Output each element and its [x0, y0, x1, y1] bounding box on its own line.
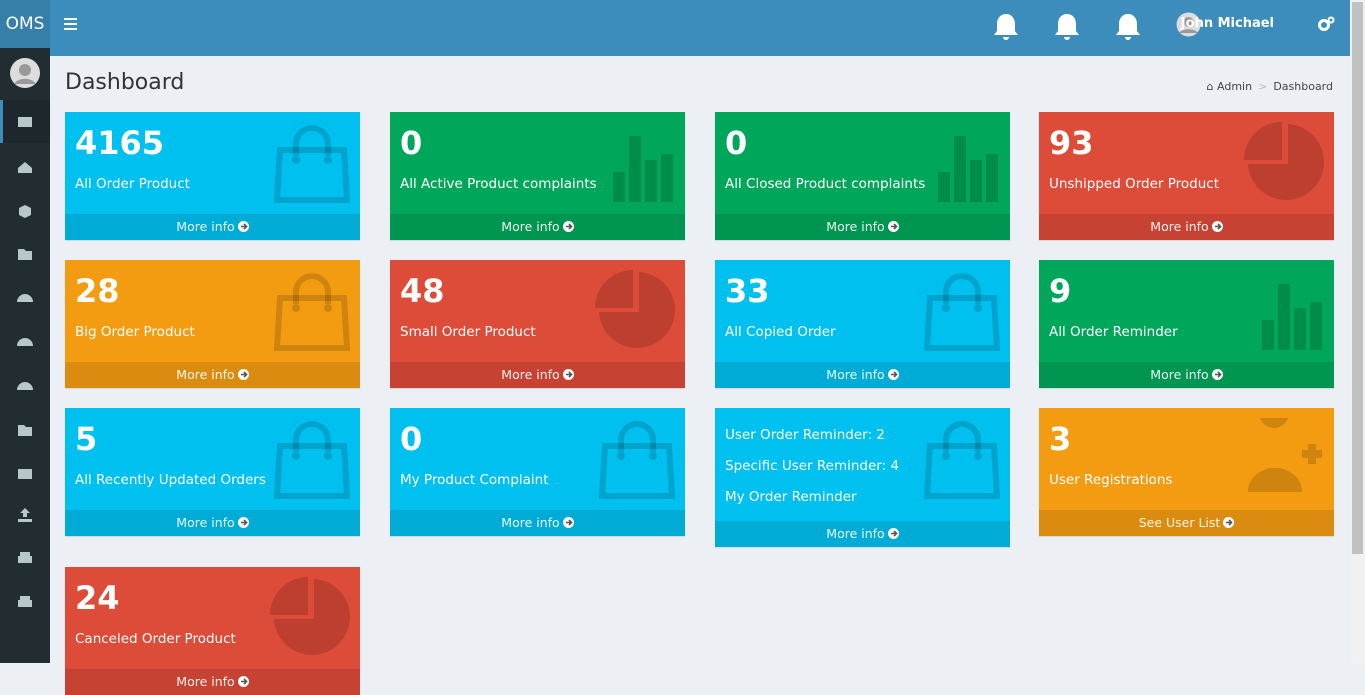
- breadcrumb: ⌂ Admin > Dashboard: [1206, 80, 1333, 93]
- box-label: Big Order Product: [75, 324, 195, 340]
- box-link-text[interactable]: More info: [176, 515, 235, 530]
- info-box: 33 All Copied Order More info: [715, 260, 1010, 388]
- box-value: 48: [400, 272, 445, 310]
- box-icon: [272, 122, 352, 208]
- box-label: User Registrations: [1049, 472, 1173, 488]
- box-icon: [1244, 408, 1326, 504]
- box-link[interactable]: More info: [390, 510, 685, 536]
- box-icon: [922, 122, 1002, 208]
- box-value: 4165: [75, 124, 165, 162]
- box-link-text[interactable]: More info: [1150, 367, 1209, 382]
- box-icon: [922, 418, 1002, 504]
- box-value: 0: [725, 124, 748, 162]
- box-value: 0: [400, 420, 423, 458]
- box-link[interactable]: More info: [1039, 362, 1334, 388]
- box-icon: [1244, 122, 1326, 208]
- info-box: 4165 All Order Product More info: [65, 112, 360, 240]
- box-link[interactable]: More info: [65, 362, 360, 388]
- notification-bell[interactable]: [1114, 12, 1142, 40]
- box-label: All Order Product: [75, 176, 190, 192]
- info-box: 93 Unshipped Order Product More info: [1039, 112, 1334, 240]
- box-link-text[interactable]: More info: [176, 219, 235, 234]
- box-icon: [597, 122, 677, 208]
- box-link[interactable]: More info: [715, 214, 1010, 240]
- box-link-text[interactable]: More info: [826, 367, 885, 382]
- info-box: 3 User Registrations See User List: [1039, 408, 1334, 536]
- notification-bell[interactable]: [992, 12, 1020, 40]
- breadcrumb-text[interactable]: Admin: [1217, 80, 1253, 93]
- box-icon: [595, 270, 677, 356]
- box-label: Small Order Product: [400, 324, 536, 340]
- info-box: 0 All Closed Product complaints More info: [715, 112, 1010, 240]
- box-label: Unshipped Order Product: [1049, 176, 1219, 192]
- user-name[interactable]: John Michael: [1180, 16, 1274, 31]
- box-icon: [272, 270, 352, 356]
- box-icon: [270, 577, 352, 663]
- box-value: 3: [1049, 420, 1072, 458]
- notification-bell[interactable]: [1053, 12, 1081, 40]
- box-line: Specific User Reminder: 4: [725, 458, 900, 474]
- breadcrumb-item[interactable]: ⌂ Admin: [1206, 80, 1253, 93]
- box-label: Canceled Order Product: [75, 631, 236, 647]
- user-avatar[interactable]: [1176, 12, 1201, 37]
- box-link[interactable]: More info: [390, 214, 685, 240]
- box-link[interactable]: More info: [715, 362, 1010, 388]
- sidebar-icons: [17, 117, 33, 607]
- box-value: 9: [1049, 272, 1072, 310]
- info-box: 28 Big Order Product More info: [65, 260, 360, 388]
- box-link[interactable]: More info: [65, 510, 360, 536]
- box-link-text[interactable]: More info: [826, 219, 885, 234]
- box-link[interactable]: More info: [390, 362, 685, 388]
- info-box: 0 All Active Product complaints More info: [390, 112, 685, 240]
- box-value: 28: [75, 272, 120, 310]
- box-label: All Active Product complaints: [400, 176, 597, 192]
- page-title: Dashboard: [65, 70, 185, 95]
- logo[interactable]: OMS: [0, 0, 50, 48]
- box-link-text[interactable]: More info: [826, 526, 885, 541]
- box-lines: User Order Reminder: 2 Specific User Remi…: [725, 420, 899, 513]
- box-value: 93: [1049, 124, 1094, 162]
- box-icon: [597, 418, 677, 504]
- box-link-text[interactable]: More info: [501, 219, 560, 234]
- breadcrumb-item: Dashboard: [1273, 80, 1333, 93]
- sidebar-avatar: [10, 58, 40, 88]
- box-line: My Order Reminder: [725, 489, 857, 505]
- info-box: 48 Small Order Product More info: [390, 260, 685, 388]
- box-link-text[interactable]: More info: [501, 367, 560, 382]
- top-bar: John Michael: [0, 0, 1350, 56]
- menu-toggle[interactable]: [64, 17, 78, 31]
- box-link[interactable]: More info: [65, 669, 360, 695]
- box-link[interactable]: More info: [1039, 214, 1334, 240]
- box-value: 5: [75, 420, 98, 458]
- box-value: 24: [75, 579, 120, 617]
- box-link-text[interactable]: More info: [176, 674, 235, 689]
- box-label: All Recently Updated Orders: [75, 472, 266, 488]
- box-link[interactable]: See User List: [1039, 510, 1334, 536]
- box-icon: [272, 418, 352, 504]
- box-link[interactable]: More info: [65, 214, 360, 240]
- box-label: All Order Reminder: [1049, 324, 1178, 340]
- box-label: All Closed Product complaints: [725, 176, 926, 192]
- settings-icon[interactable]: [1318, 16, 1335, 32]
- box-label: All Copied Order: [725, 324, 836, 340]
- box-line: User Order Reminder: 2: [725, 427, 885, 443]
- info-box: User Order Reminder: 2 Specific User Remi…: [715, 408, 1010, 547]
- box-link-text[interactable]: More info: [1150, 219, 1209, 234]
- box-link-text[interactable]: See User List: [1138, 515, 1221, 530]
- box-label: My Product Complaint: [400, 472, 549, 488]
- info-box: 0 My Product Complaint More info: [390, 408, 685, 536]
- info-box: 24 Canceled Order Product More info: [65, 567, 360, 695]
- box-value: 0: [400, 124, 423, 162]
- sidebar: [0, 48, 50, 663]
- scrollbar-thumb[interactable]: [1352, 2, 1363, 554]
- info-box: 5 All Recently Updated Orders More info: [65, 408, 360, 536]
- box-icon: [922, 270, 1002, 356]
- info-box: 9 All Order Reminder More info: [1039, 260, 1334, 388]
- box-link-text[interactable]: More info: [501, 515, 560, 530]
- box-value: 33: [725, 272, 770, 310]
- box-icon: [1246, 270, 1326, 356]
- box-link[interactable]: More info: [715, 521, 1010, 547]
- box-link-text[interactable]: More info: [176, 367, 235, 382]
